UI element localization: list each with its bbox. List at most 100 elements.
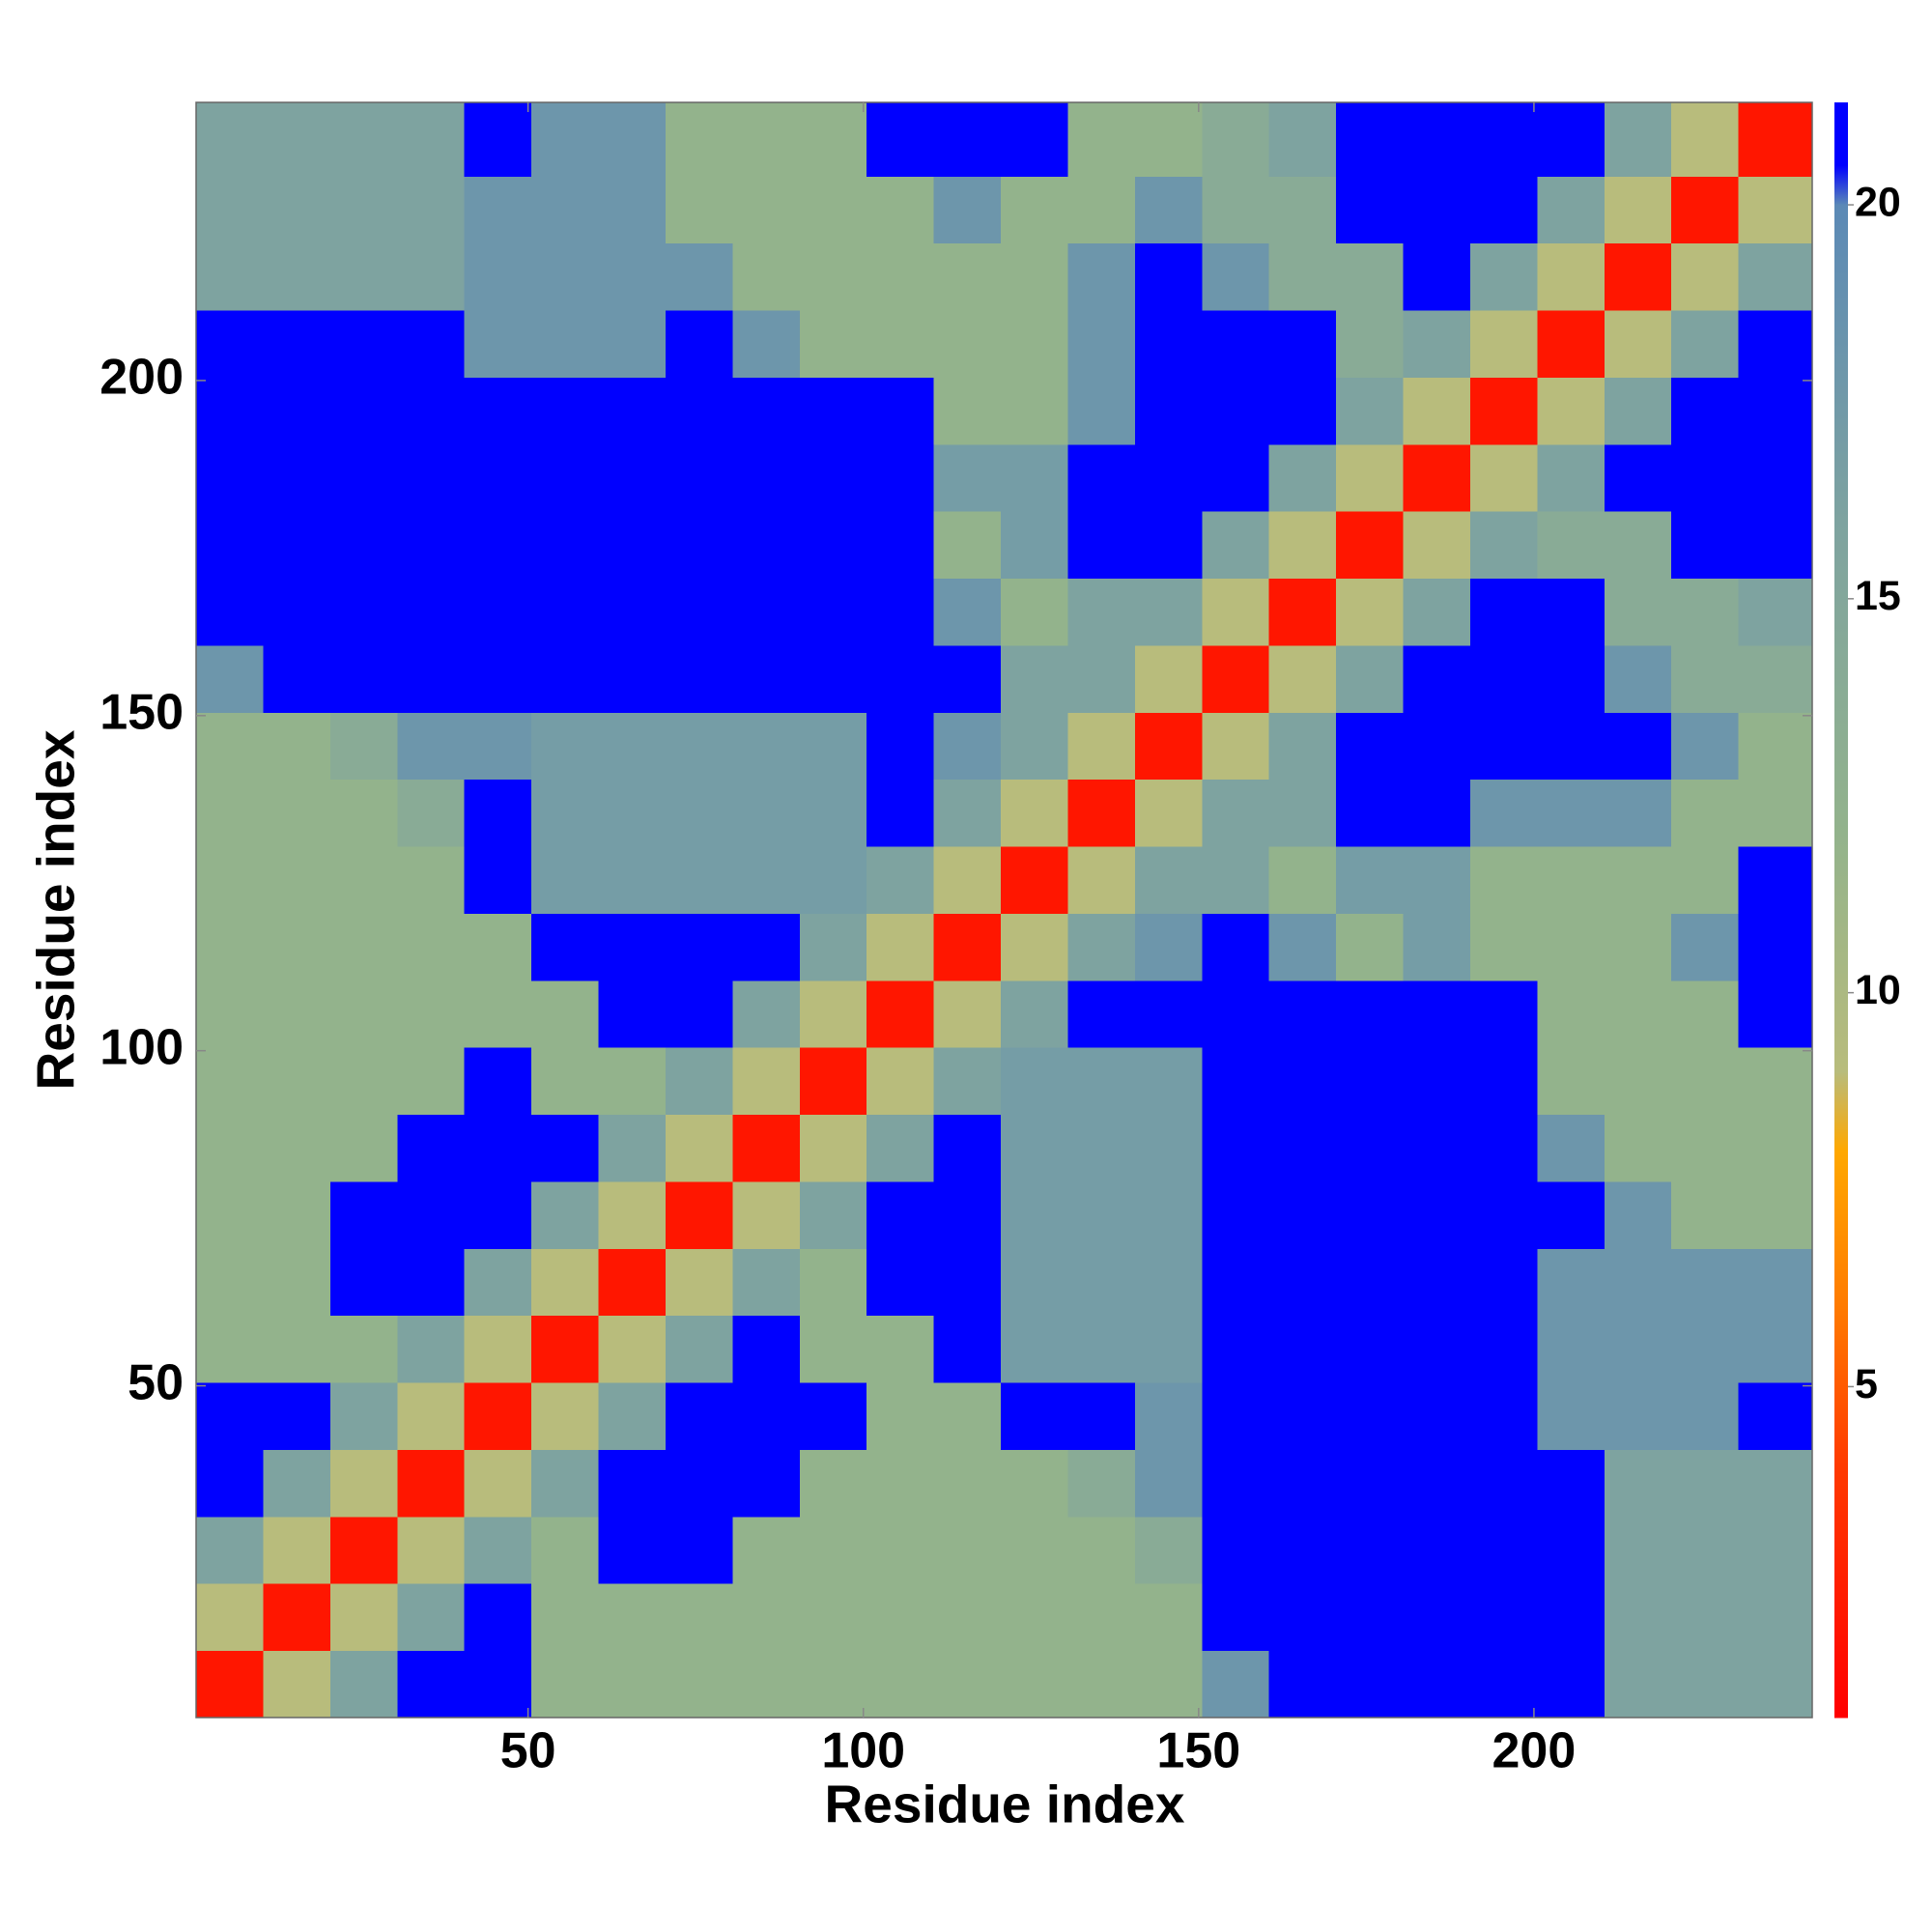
heatmap-cell — [1671, 1449, 1740, 1518]
heatmap-cell — [1738, 1382, 1813, 1450]
heatmap-cell — [1604, 779, 1672, 847]
colorbar-segment — [1834, 165, 1848, 206]
heatmap-cell — [1336, 176, 1405, 244]
heatmap-cell — [598, 980, 667, 1048]
heatmap-cell — [867, 644, 935, 713]
heatmap-cell — [263, 1114, 331, 1182]
heatmap-cell — [598, 1047, 667, 1116]
heatmap-cell — [1403, 644, 1471, 713]
heatmap-cell — [329, 377, 398, 445]
heatmap-cell — [1469, 644, 1538, 713]
heatmap-cell — [1067, 779, 1136, 847]
heatmap-cell — [1067, 1114, 1136, 1182]
colorbar-tick-label: 20 — [1855, 179, 1901, 225]
heatmap-cell — [1336, 1516, 1405, 1584]
heatmap-cell — [867, 1114, 935, 1182]
heatmap-cell — [1134, 846, 1203, 914]
heatmap-cell — [1067, 1382, 1136, 1450]
heatmap-cell — [867, 712, 935, 781]
heatmap-cell — [464, 1114, 532, 1182]
colorbar-segment — [1834, 1465, 1848, 1719]
heatmap-cell — [1671, 102, 1740, 177]
heatmap-cell — [1067, 1047, 1136, 1116]
heatmap-cell — [1671, 176, 1740, 244]
heatmap-cell — [1537, 1114, 1605, 1182]
colorbar-segment — [1834, 835, 1848, 1072]
heatmap-cell — [1336, 779, 1405, 847]
heatmap-cell — [1134, 1583, 1203, 1652]
heatmap-cell — [1671, 1315, 1740, 1383]
heatmap-cell — [1604, 1047, 1672, 1116]
heatmap-cell — [1067, 102, 1136, 177]
heatmap-cell — [397, 1449, 466, 1518]
heatmap-cell — [464, 1315, 532, 1383]
heatmap-cell — [1403, 511, 1471, 580]
heatmap-cell — [1469, 1449, 1538, 1518]
heatmap-cell — [1067, 712, 1136, 781]
x-axis-title: Residue index — [825, 1775, 1185, 1834]
heatmap-cell — [933, 1315, 1002, 1383]
heatmap-cell — [1469, 1180, 1538, 1249]
heatmap-cell — [196, 1248, 264, 1317]
heatmap-cell — [1604, 1382, 1672, 1450]
heatmap-cell — [329, 1180, 398, 1249]
heatmap-cell — [1604, 712, 1672, 781]
heatmap-cell — [1202, 1449, 1270, 1518]
heatmap-cell — [1403, 712, 1471, 781]
heatmap-cell — [598, 644, 667, 713]
heatmap-cell — [1738, 1114, 1813, 1182]
heatmap-cell — [196, 310, 264, 378]
heatmap-cell — [1738, 1047, 1813, 1116]
heatmap-cell — [598, 1650, 667, 1719]
heatmap-cell — [329, 644, 398, 713]
heatmap-cell — [1268, 1315, 1337, 1383]
heatmap-cell — [1268, 1650, 1337, 1719]
heatmap-cell — [196, 102, 264, 177]
heatmap-cell — [665, 712, 733, 781]
heatmap-cell — [799, 511, 867, 580]
heatmap-cell — [329, 1516, 398, 1584]
heatmap-cell — [867, 511, 935, 580]
heatmap-cell — [531, 980, 600, 1048]
plot-frame — [195, 101, 1813, 1719]
heatmap-cell — [799, 712, 867, 781]
heatmap-cell — [1001, 1248, 1068, 1317]
heatmap-cell — [867, 578, 935, 646]
heatmap-cell — [1001, 913, 1068, 981]
heatmap-cell — [933, 712, 1002, 781]
heatmap-cell — [1537, 712, 1605, 781]
heatmap-cell — [263, 913, 331, 981]
heatmap-cell — [196, 712, 264, 781]
heatmap-cell — [933, 176, 1002, 244]
heatmap-cell — [1671, 913, 1740, 981]
heatmap-cell — [1537, 644, 1605, 713]
heatmap-cell — [799, 644, 867, 713]
x-tick-label: 150 — [1156, 1723, 1240, 1779]
heatmap-cell — [196, 1449, 264, 1518]
heatmap-cell — [1738, 913, 1813, 981]
heatmap-cell — [464, 176, 532, 244]
heatmap-cell — [531, 443, 600, 512]
heatmap-cell — [1604, 511, 1672, 580]
heatmap-cell — [1268, 913, 1337, 981]
heatmap-cell — [799, 980, 867, 1048]
heatmap-cell — [1738, 511, 1813, 580]
heatmap-cell — [1604, 1449, 1672, 1518]
heatmap-cell — [1336, 1650, 1405, 1719]
heatmap-cell — [1336, 1583, 1405, 1652]
heatmap-cell — [1001, 377, 1068, 445]
heatmap-cell — [1671, 578, 1740, 646]
heatmap-cell — [1336, 443, 1405, 512]
heatmap-cell — [1268, 443, 1337, 512]
heatmap-cell — [464, 1583, 532, 1652]
x-tick-label: 200 — [1492, 1723, 1577, 1779]
heatmap-cell — [598, 1583, 667, 1652]
heatmap-cell — [1604, 1650, 1672, 1719]
heatmap-cell — [1537, 913, 1605, 981]
heatmap-cell — [1202, 644, 1270, 713]
heatmap-cell — [464, 578, 532, 646]
heatmap-cell — [1738, 578, 1813, 646]
heatmap-cell — [1067, 644, 1136, 713]
heatmap-cell — [263, 176, 331, 244]
heatmap-cell — [1403, 846, 1471, 914]
